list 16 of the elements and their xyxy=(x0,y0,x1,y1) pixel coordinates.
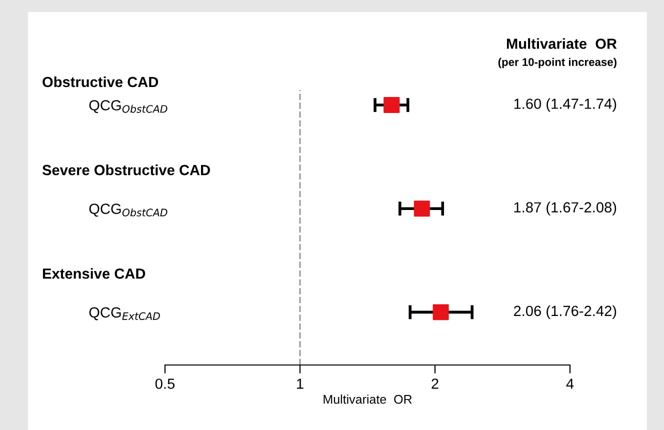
chart-title: Multivariate OR xyxy=(506,38,617,49)
y-tick-label: QCG$_{ExtCAD}$ xyxy=(89,307,160,320)
chart-subtitle: (per 10-point increase) xyxy=(498,58,616,68)
x-tick-label: 0.5 xyxy=(155,378,175,389)
annotation: 1.87 (1.67-2.08) xyxy=(514,202,616,216)
x-tick-label: 2 xyxy=(432,378,438,389)
annotation: 2.06 (1.76-2.42) xyxy=(514,305,616,319)
text: Obstructive CAD xyxy=(42,76,158,88)
annotation: Severe Obstructive CAD xyxy=(42,164,210,176)
y-tick-label: QCG$_{ObstCAD}$ xyxy=(89,204,168,217)
x-tick-label: 4 xyxy=(566,378,574,389)
x-axis-title: Multivariate OR xyxy=(324,394,412,404)
y-tick-label: QCG$_{ObstCAD}$ xyxy=(89,100,168,114)
x-tick-label: 1 xyxy=(297,378,304,389)
text: Extensive CAD xyxy=(42,268,146,279)
annotation: 1.60 (1.47-1.74) xyxy=(514,98,616,112)
